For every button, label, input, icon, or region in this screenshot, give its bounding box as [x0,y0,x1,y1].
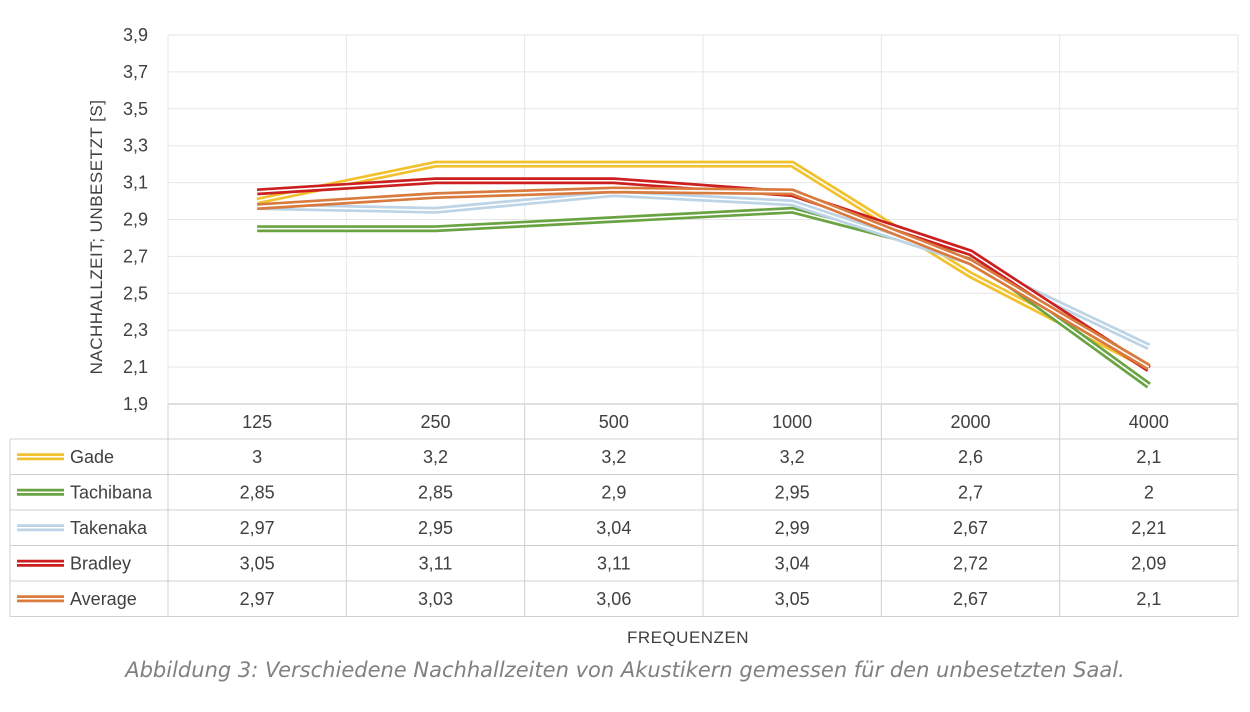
data-value: 2,95 [775,482,810,502]
data-value: 2,95 [418,518,453,538]
y-tick-label: 2,3 [123,320,148,340]
data-value: 2,9 [601,482,626,502]
data-value: 2,85 [240,482,275,502]
data-value: 2,99 [775,518,810,538]
data-value: 3,06 [596,589,631,609]
y-tick-label: 2,1 [123,357,148,377]
series-name: Takenaka [70,518,148,538]
series-line-average [256,186,1151,371]
data-value: 2,72 [953,553,988,573]
table-row-average: Average 2,97 3,03 3,06 3,05 2,67 2,1 [17,589,1161,609]
series-line-inner [257,163,1150,368]
data-value: 2,97 [240,589,275,609]
series-lines [256,160,1151,389]
data-value: 3,2 [601,447,626,467]
series-line-inner [257,189,1150,368]
data-value: 3,04 [596,518,631,538]
data-value: 2,1 [1136,589,1161,609]
data-value: 3,04 [775,553,810,573]
data-value: 2 [1144,482,1154,502]
reverberation-chart: 1,9 2,1 2,3 2,5 2,7 2,9 3,1 3,3 3,5 3,7 3,9 NACHHA… [9,25,1239,647]
data-value: 3,11 [597,553,631,573]
data-value: 2,85 [418,482,453,502]
data-value: 2,1 [1136,447,1161,467]
x-tick-label: 250 [420,412,450,432]
series-name: Average [70,589,137,609]
data-table: 125 250 500 1000 2000 4000 Gade 3 3,2 3,2 3,2 2,6 2,… [9,404,1239,617]
table-row-tachibana: Tachibana 2,85 2,85 2,9 2,95 2,7 2 [17,482,1154,502]
x-tick-label: 1000 [772,412,812,432]
data-value: 3,2 [423,447,448,467]
data-value: 3 [252,447,262,467]
y-tick-label: 1,9 [123,394,148,414]
y-tick-label: 3,3 [123,136,148,156]
figure-caption: Abbildung 3: Verschiedene Nachhallzeiten… [125,658,1125,682]
data-value: 2,67 [953,518,988,538]
data-value: 3,03 [418,589,453,609]
series-name: Gade [70,447,114,467]
x-axis-label: FREQUENZEN [627,628,749,647]
y-tick-label: 3,7 [123,62,148,82]
y-tick-label: 2,7 [123,246,148,266]
y-axis-ticks: 1,9 2,1 2,3 2,5 2,7 2,9 3,1 3,3 3,5 3,7 3,9 [123,25,148,414]
data-value: 2,6 [958,447,983,467]
x-tick-label: 2000 [950,412,990,432]
x-tick-label: 500 [599,412,629,432]
series-line-gade [256,160,1151,371]
series-name: Bradley [70,553,131,573]
y-tick-label: 3,9 [123,25,148,45]
data-value: 2,97 [240,518,275,538]
x-tick-label: 4000 [1129,412,1169,432]
series-line-inner [257,179,1150,370]
table-row-gade: Gade 3 3,2 3,2 3,2 2,6 2,1 [17,447,1161,467]
data-value: 2,7 [958,482,983,502]
data-value: 3,05 [775,589,810,609]
data-value: 3,11 [419,553,453,573]
data-value: 2,09 [1131,553,1166,573]
data-value: 3,2 [780,447,805,467]
data-value: 3,05 [240,553,275,573]
y-tick-label: 2,5 [123,283,148,303]
data-value: 2,21 [1131,518,1166,538]
y-tick-label: 3,5 [123,99,148,119]
series-line-bradley [256,177,1151,372]
y-axis-label: NACHHALLZEIT; UNBESETZT [S] [87,100,106,375]
series-name: Tachibana [70,482,153,502]
table-row-takenaka: Takenaka 2,97 2,95 3,04 2,99 2,67 2,21 [17,518,1166,538]
gridlines [167,34,1239,405]
data-value: 2,67 [953,589,988,609]
y-tick-label: 2,9 [123,210,148,230]
table-row-bradley: Bradley 3,05 3,11 3,11 3,04 2,72 2,09 [17,553,1166,573]
y-tick-label: 3,1 [123,173,148,193]
x-tick-label: 125 [242,412,272,432]
